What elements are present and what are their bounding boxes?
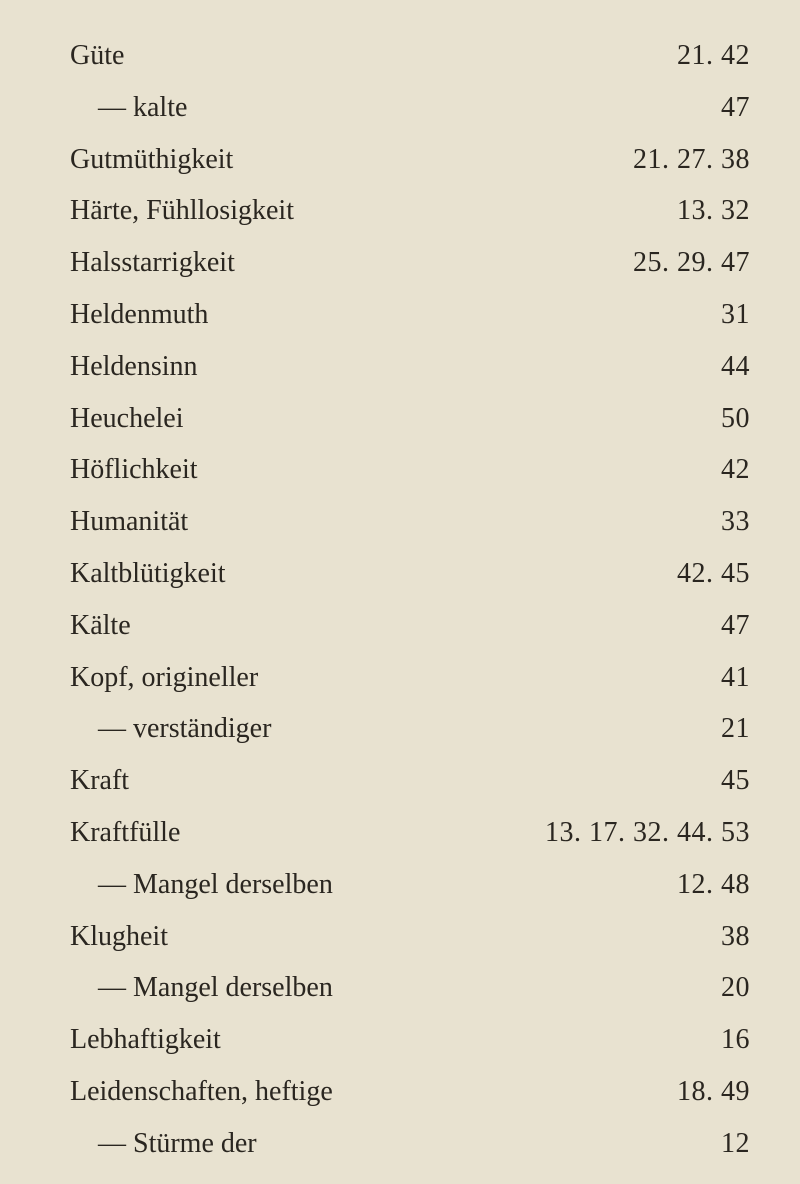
entry-pages: 21. 42 <box>677 30 750 82</box>
entry-pages: 16 <box>721 1014 750 1066</box>
entry-pages: 31 <box>721 289 750 341</box>
entry-pages: 13. 32 <box>677 185 750 237</box>
entry-term: — Stürme der <box>70 1118 721 1170</box>
index-entry: Gutmüthigkeit21. 27. 38 <box>70 134 750 186</box>
index-entry: Lebhaftigkeit16 <box>70 1014 750 1066</box>
index-entry: Güte21. 42 <box>70 30 750 82</box>
index-entry: — Stürme der12 <box>70 1118 750 1170</box>
entry-term: — Mangel derselben <box>70 859 677 911</box>
index-entry: Härte, Fühllosigkeit13. 32 <box>70 185 750 237</box>
entry-pages: 21. 27. 38 <box>633 134 750 186</box>
entry-term: Kraft <box>70 755 721 807</box>
index-entry: Kopf, origineller41 <box>70 652 750 704</box>
index-entry: Heldensinn44 <box>70 341 750 393</box>
entry-term: — Mangel derselben <box>70 962 721 1014</box>
entry-term: Heldensinn <box>70 341 721 393</box>
entry-pages: 47 <box>721 82 750 134</box>
entry-pages: 12. 48 <box>677 859 750 911</box>
index-entry: Leidenschaften, heftige18. 49 <box>70 1066 750 1118</box>
entry-term: Heldenmuth <box>70 289 721 341</box>
index-entry: Halsstarrigkeit25. 29. 47 <box>70 237 750 289</box>
index-entry: — verständiger21 <box>70 703 750 755</box>
entry-term: Humanität <box>70 496 721 548</box>
index-entry: — Mangel derselben20 <box>70 962 750 1014</box>
entry-term: Klugheit <box>70 911 721 963</box>
entry-pages: 41 <box>721 652 750 704</box>
entry-pages: 42. 45 <box>677 548 750 600</box>
entry-term: Heuchelei <box>70 393 721 445</box>
entry-pages: 21 <box>721 703 750 755</box>
entry-pages: 18. 49 <box>677 1066 750 1118</box>
entry-pages: 12 <box>721 1118 750 1170</box>
entry-term: Kopf, origineller <box>70 652 721 704</box>
entry-term: Gutmüthigkeit <box>70 134 633 186</box>
entry-term: Kaltblütigkeit <box>70 548 677 600</box>
entry-pages: 45 <box>721 755 750 807</box>
index-entry: Klugheit38 <box>70 911 750 963</box>
entry-pages: 13. 17. 32. 44. 53 <box>545 807 750 859</box>
entry-term: Härte, Fühllosigkeit <box>70 185 677 237</box>
index-entry: Kaltblütigkeit42. 45 <box>70 548 750 600</box>
entry-pages: 20 <box>721 962 750 1014</box>
entry-pages: 47 <box>721 600 750 652</box>
entry-term: Höflichkeit <box>70 444 721 496</box>
entry-term: Lebhaftigkeit <box>70 1014 721 1066</box>
entry-pages: 44 <box>721 341 750 393</box>
entry-term: — verständiger <box>70 703 721 755</box>
index-entry: Humanität33 <box>70 496 750 548</box>
index-entry: — kalte47 <box>70 82 750 134</box>
entry-term: — kalte <box>70 82 721 134</box>
entry-term: Güte <box>70 30 677 82</box>
index-entry: Heuchelei50 <box>70 393 750 445</box>
index-entry: Kraftfülle13. 17. 32. 44. 53 <box>70 807 750 859</box>
entry-pages: 38 <box>721 911 750 963</box>
entry-pages: 33 <box>721 496 750 548</box>
entry-pages: 42 <box>721 444 750 496</box>
index-entry: Kraft45 <box>70 755 750 807</box>
entry-term: Kälte <box>70 600 721 652</box>
index-page: Güte21. 42— kalte47Gutmüthigkeit21. 27. … <box>70 30 750 1170</box>
entry-term: Halsstarrigkeit <box>70 237 633 289</box>
entry-term: Leidenschaften, heftige <box>70 1066 677 1118</box>
entry-pages: 25. 29. 47 <box>633 237 750 289</box>
index-entry: Heldenmuth31 <box>70 289 750 341</box>
entry-pages: 50 <box>721 393 750 445</box>
index-entry: Höflichkeit42 <box>70 444 750 496</box>
index-entry: Kälte47 <box>70 600 750 652</box>
index-entry: — Mangel derselben12. 48 <box>70 859 750 911</box>
entry-term: Kraftfülle <box>70 807 545 859</box>
